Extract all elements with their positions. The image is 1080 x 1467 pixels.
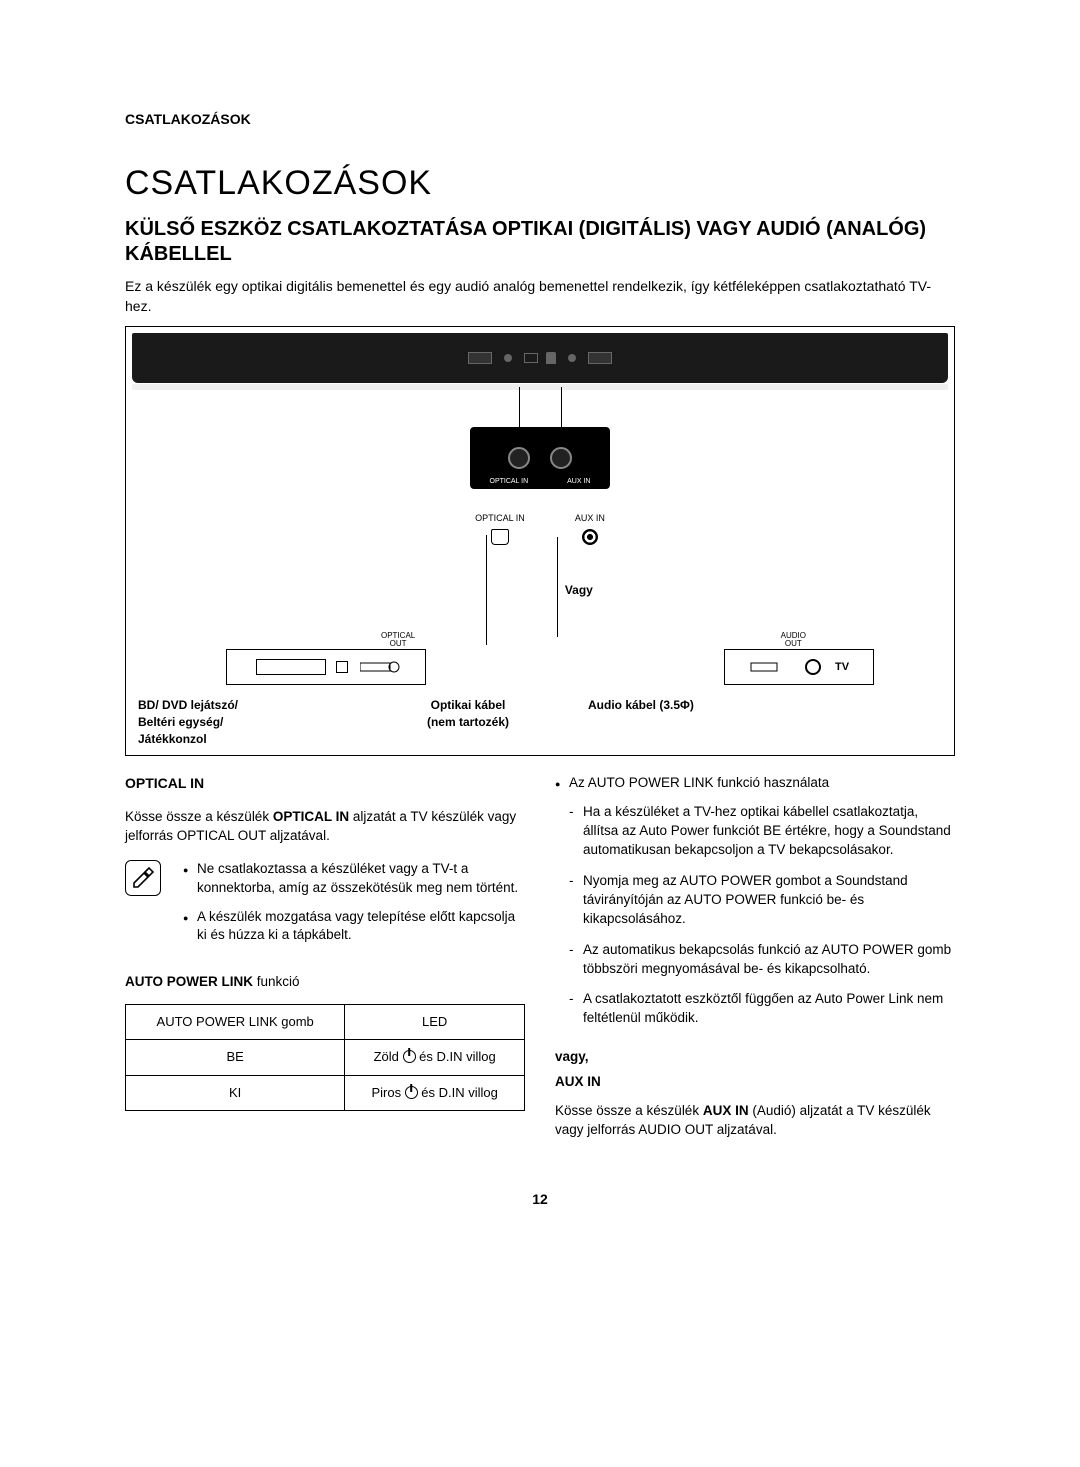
intro-paragraph: Ez a készülék egy optikai digitális beme… xyxy=(125,277,955,316)
note-list: Ne csatlakoztassa a készüléket vagy a TV… xyxy=(173,860,525,956)
optical-out-label: OPTICALOUT xyxy=(381,632,415,648)
page-number: 12 xyxy=(125,1190,955,1210)
section-subtitle: KÜLSŐ ESZKÖZ CSATLAKOZTATÁSA OPTIKAI (DI… xyxy=(125,217,955,267)
optical-cable-label: Optikai kábel(nem tartozék) xyxy=(388,697,548,747)
auto-power-link-heading: AUTO POWER LINK funkció xyxy=(125,973,525,992)
source-label: BD/ DVD lejátszó/Beltéri egység/Játékkon… xyxy=(138,697,358,747)
note-item: A készülék mozgatása vagy telepítése elő… xyxy=(183,908,525,946)
table-header: LED xyxy=(345,1005,525,1040)
diagram-bottom-labels: BD/ DVD lejátszó/Beltéri egység/Játékkon… xyxy=(126,697,954,747)
power-icon xyxy=(405,1086,418,1099)
port-inset-labels: OPTICAL IN AUX IN xyxy=(470,477,610,487)
table-cell: BE xyxy=(126,1040,345,1075)
optical-in-heading: OPTICAL IN xyxy=(125,774,525,794)
or-label: vagy, xyxy=(555,1048,955,1067)
aux-in-text: Kösse össze a készülék AUX IN (Audió) al… xyxy=(555,1102,955,1140)
connection-diagram: OPTICAL IN AUX IN OPTICAL IN AUX IN Vagy… xyxy=(125,326,955,756)
audio-cable-label: Audio kábel (3.5Φ) xyxy=(588,697,694,747)
tv-device: TV xyxy=(724,649,874,685)
aux-in-heading: AUX IN xyxy=(555,1073,955,1092)
list-item: A csatlakoztatott eszköztől függően az A… xyxy=(569,990,955,1028)
table-header: AUTO POWER LINK gomb xyxy=(126,1005,345,1040)
usage-steps: Ha a készüléket a TV-hez optikai kábelle… xyxy=(555,803,955,1028)
optical-in-text: Kösse össze a készülék OPTICAL IN aljzat… xyxy=(125,808,525,846)
right-column: Az AUTO POWER LINK funkció használata Ha… xyxy=(555,774,955,1139)
led-table: AUTO POWER LINK gomb LED BE Zöld és D.IN… xyxy=(125,1004,525,1111)
port-external-labels: OPTICAL IN AUX IN xyxy=(450,512,630,545)
table-cell: Zöld és D.IN villog xyxy=(345,1040,525,1075)
note-icon xyxy=(125,860,161,896)
table-cell: KI xyxy=(126,1075,345,1110)
table-cell: Piros és D.IN villog xyxy=(345,1075,525,1110)
list-item: Ha a készüléket a TV-hez optikai kábelle… xyxy=(569,803,955,860)
or-label: Vagy xyxy=(565,582,593,599)
power-icon xyxy=(403,1050,416,1063)
source-device xyxy=(226,649,426,685)
soundbar-illustration xyxy=(132,333,948,383)
list-item: Az automatikus bekapcsolás funkció az AU… xyxy=(569,941,955,979)
audio-out-label: AUDIOOUT xyxy=(781,632,806,648)
usage-heading: Az AUTO POWER LINK funkció használata xyxy=(555,774,955,793)
left-column: OPTICAL IN Kösse össze a készülék OPTICA… xyxy=(125,774,525,1139)
page-title: CSATLAKOZÁSOK xyxy=(125,160,955,208)
note-item: Ne csatlakoztassa a készüléket vagy a TV… xyxy=(183,860,525,898)
breadcrumb: CSATLAKOZÁSOK xyxy=(125,110,955,130)
list-item: Nyomja meg az AUTO POWER gombot a Sounds… xyxy=(569,872,955,929)
